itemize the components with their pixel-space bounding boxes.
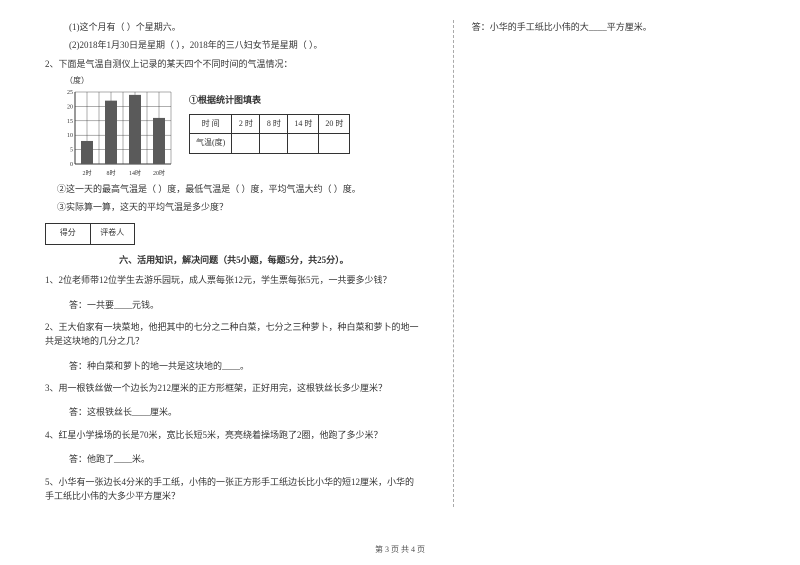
document-page: (1)这个月有（ ）个星期六。 (2)2018年1月30日是星期（ ），2018… [0, 0, 800, 565]
svg-text:20时: 20时 [153, 169, 165, 177]
svg-text:0: 0 [70, 162, 73, 168]
svg-text:20: 20 [67, 104, 73, 110]
score-box: 得分 评卷人 [45, 223, 135, 245]
problem-1: 1、2位老师带12位学生去游乐园玩，成人票每张12元，学生票每张5元，一共要多少… [45, 273, 423, 287]
right-answer: 答：小华的手工纸比小伟的大____平方厘米。 [472, 20, 755, 34]
chart-svg: 25 20 15 10 5 0 2时 8时 14时 20时 [55, 88, 175, 178]
svg-text:5: 5 [70, 148, 73, 154]
table-cell: 8 时 [260, 114, 288, 134]
svg-text:2时: 2时 [82, 169, 91, 177]
left-column: (1)这个月有（ ）个星期六。 (2)2018年1月30日是星期（ ），2018… [45, 20, 423, 507]
page-footer: 第 3 页 共 4 页 [0, 544, 800, 557]
grader-label: 评卷人 [91, 224, 135, 244]
chart-container: （度） 25 20 15 10 5 0 2时 8时 14时 20时 [55, 75, 175, 178]
table-cell-blank [232, 134, 260, 154]
table-cell: 20 时 [319, 114, 350, 134]
problem-3-answer: 答：这根铁丝长____厘米。 [69, 405, 423, 419]
table-cell: 14 时 [288, 114, 319, 134]
chart-block: （度） 25 20 15 10 5 0 2时 8时 14时 20时 ①根据统计图填表 时 间 2 … [55, 75, 423, 178]
problem-5: 5、小华有一张边长4分米的手工纸，小伟的一张正方形手工纸边长比小华的短12厘米，… [45, 475, 423, 504]
problem-4: 4、红星小学操场的长是70米，宽比长短5米，亮亮绕着操场跑了2圈，他跑了多少米？ [45, 428, 423, 442]
q2-part3: ③实际算一算，这天的平均气温是多少度？ [45, 200, 423, 214]
problem-4-answer: 答：他跑了____米。 [69, 452, 423, 466]
table-header-temp: 气温(度) [190, 134, 232, 154]
q2-intro: 2、下面是气温自测仪上记录的某天四个不同时间的气温情况： [45, 57, 423, 71]
svg-text:25: 25 [67, 90, 73, 96]
table-cell: 2 时 [232, 114, 260, 134]
table-row: 气温(度) [190, 134, 350, 154]
q1-part1: (1)这个月有（ ）个星期六。 [45, 20, 423, 34]
problem-2-answer: 答：种白菜和萝卜的地一共是这块地的____。 [69, 359, 423, 373]
data-table: 时 间 2 时 8 时 14 时 20 时 气温(度) [189, 114, 350, 155]
section-6-title: 六、活用知识，解决问题（共5小题，每题5分，共25分）。 [45, 253, 423, 267]
table-cell-blank [260, 134, 288, 154]
table-cell-blank [319, 134, 350, 154]
two-column-layout: (1)这个月有（ ）个星期六。 (2)2018年1月30日是星期（ ），2018… [45, 20, 755, 507]
right-column: 答：小华的手工纸比小伟的大____平方厘米。 [453, 20, 755, 507]
svg-text:8时: 8时 [106, 169, 115, 177]
q1-part2: (2)2018年1月30日是星期（ ），2018年的三八妇女节是星期（ ）。 [45, 38, 423, 52]
table-cell-blank [288, 134, 319, 154]
problem-2: 2、王大伯家有一块菜地，他把其中的七分之二种白菜，七分之三种萝卜，种白菜和萝卜的… [45, 320, 423, 349]
problem-1-answer: 答：一共要____元钱。 [69, 298, 423, 312]
table-block: ①根据统计图填表 时 间 2 时 8 时 14 时 20 时 气温(度) [189, 93, 350, 154]
svg-text:10: 10 [67, 133, 73, 139]
svg-text:14时: 14时 [129, 169, 141, 177]
chart-fill-title: ①根据统计图填表 [189, 93, 350, 107]
table-header-time: 时 间 [190, 114, 232, 134]
table-row: 时 间 2 时 8 时 14 时 20 时 [190, 114, 350, 134]
chart-y-label: （度） [65, 75, 175, 88]
score-label: 得分 [46, 224, 91, 244]
bar-chart: 25 20 15 10 5 0 2时 8时 14时 20时 [55, 88, 175, 178]
problem-3: 3、用一根铁丝做一个边长为212厘米的正方形框架，正好用完，这根铁丝长多少厘米？ [45, 381, 423, 395]
q2-part2: ②这一天的最高气温是（ ）度，最低气温是（ ）度，平均气温大约（ ）度。 [45, 182, 423, 196]
svg-text:15: 15 [67, 119, 73, 125]
